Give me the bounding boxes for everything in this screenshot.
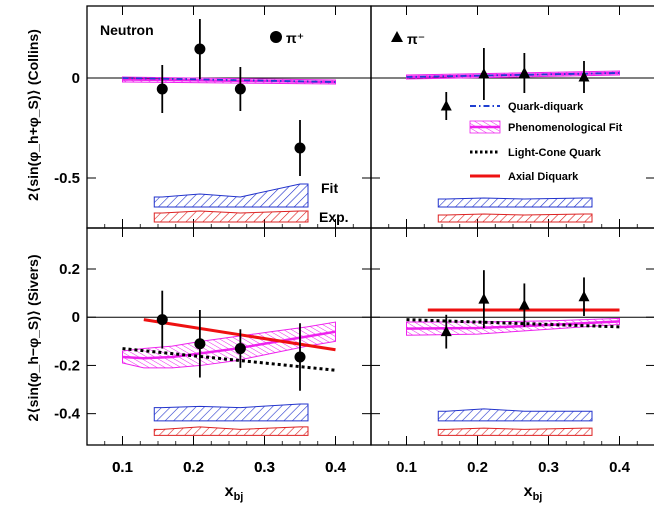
panels: 0.1 0.2 0.3 0.4-0.500.1 0.2 0.3 0.4-0.4-0.200.… <box>54 5 654 476</box>
data-point <box>234 83 246 95</box>
svg-text:Phenomenological Fit: Phenomenological Fit <box>508 122 623 134</box>
y-tick-label: -0.5 <box>54 170 80 187</box>
panel-sivers-pi-plus: 0.1 0.2 0.3 0.4 -0.4 -0.2 0 0.2 <box>54 227 372 476</box>
legend: Quark-diquark Phenomenological Fit Light… <box>469 101 623 183</box>
exp-systematic-band <box>437 427 593 436</box>
x-tick-label: 0.2 <box>183 459 204 476</box>
fit-systematic-band <box>437 197 593 208</box>
x-label-left: xbj <box>225 483 244 503</box>
y-tick-label: -0.2 <box>54 357 80 374</box>
data-point <box>440 325 452 337</box>
data-point <box>440 100 452 111</box>
fit-label: Fit <box>321 180 338 196</box>
y-tick-label: 0 <box>72 309 80 326</box>
svg-text:Light-Cone Quark: Light-Cone Quark <box>508 147 602 159</box>
svg-text:Quark-diquark: Quark-diquark <box>508 101 584 113</box>
legend-item-axial-diquark: Axial Diquark <box>470 171 579 183</box>
data-point <box>518 299 530 310</box>
y-tick-label: -0.4 <box>54 406 81 423</box>
x-tick-label: 0.2 <box>183 459 204 476</box>
data-point <box>518 67 530 78</box>
legend-item-light-cone-quark: Light-Cone Quark <box>470 147 602 159</box>
data-point <box>234 343 246 355</box>
exp-systematic-band <box>437 213 593 223</box>
exp-label: Exp. <box>319 209 349 225</box>
exp-systematic-band <box>153 210 309 223</box>
data-point <box>156 83 168 95</box>
quark-diquark-curve <box>122 77 336 83</box>
data-point <box>294 142 306 154</box>
x-tick-label: 0.3 <box>254 459 275 476</box>
data-point <box>194 43 206 55</box>
panel-collins-pi-plus: 0.1 0.2 0.3 0.4 -0.5 0 <box>54 5 372 476</box>
x-tick-label: 0.4 <box>609 459 631 476</box>
panel-collins-pi-minus <box>370 5 654 229</box>
y-label-collins: 2⟨sin(φ_h+φ_S)⟩ (Collins) <box>25 29 41 201</box>
data-point <box>478 293 490 304</box>
fit-systematic-band <box>153 403 309 422</box>
x-tick-label: 0.4 <box>325 459 347 476</box>
pi-minus-label: π⁻ <box>407 31 425 47</box>
data-point <box>478 68 490 79</box>
data-point <box>194 338 206 350</box>
legend-item-quark-diquark: Quark-diquark <box>470 101 584 113</box>
pi-plus-marker <box>270 31 282 43</box>
data-point <box>578 290 590 302</box>
data-point <box>156 314 168 326</box>
x-tick-label: 0.3 <box>254 459 275 476</box>
phenomenological-fit-center <box>122 330 336 360</box>
y-label-sivers: 2⟨sin(φ_h−φ_S)⟩ (Sivers) <box>25 254 41 421</box>
data-point <box>294 351 306 363</box>
phenomenological-fit-center <box>406 320 620 330</box>
pi-minus-marker <box>391 31 403 42</box>
legend-item-phenomenological-fit: Phenomenological Fit <box>469 120 623 134</box>
x-tick-label: 0.1 <box>396 459 417 476</box>
x-tick-label: 0.1 <box>112 459 133 476</box>
panel-sivers-pi-minus: 0.1 0.2 0.3 0.4 <box>370 227 654 476</box>
pi-plus-label: π⁺ <box>286 30 304 46</box>
y-tick-label: 0 <box>72 70 80 87</box>
x-label-right: xbj <box>524 483 543 503</box>
y-tick-label: 0.2 <box>59 261 80 278</box>
data-point <box>578 71 590 82</box>
x-tick-label: 0.2 <box>467 459 488 476</box>
exp-systematic-band <box>153 426 309 436</box>
fit-systematic-band <box>437 408 593 422</box>
x-tick-label: 0.4 <box>325 459 347 476</box>
x-tick-label: 0.3 <box>538 459 559 476</box>
fit-systematic-band <box>153 183 309 208</box>
svg-text:Axial Diquark: Axial Diquark <box>508 171 579 183</box>
x-tick-label: 0.1 <box>112 459 133 476</box>
neutron-label: Neutron <box>100 22 154 38</box>
